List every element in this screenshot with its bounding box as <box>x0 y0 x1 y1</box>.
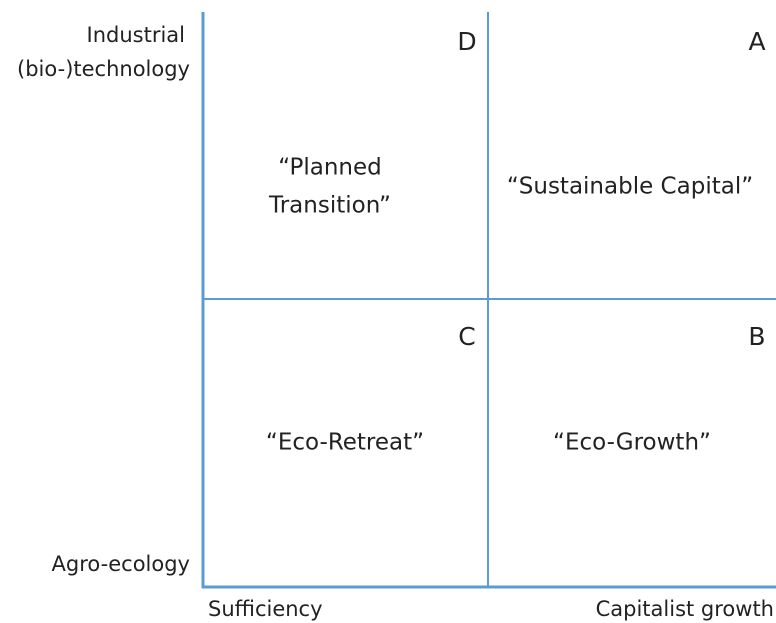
axis-label: (bio-)technology <box>17 57 190 81</box>
axis-label: Agro-ecology <box>52 552 190 576</box>
axis-label: Industrial <box>87 23 186 47</box>
quadrant-letter: D <box>457 27 476 56</box>
quadrant-letter: A <box>748 27 765 56</box>
quadrant-letter: B <box>748 322 765 351</box>
quadrant-label: “Sustainable Capital” <box>507 174 753 200</box>
axis-label: Sufficiency <box>208 597 323 621</box>
quadrant-label: “Planned <box>278 155 381 181</box>
axis-label: Capitalist growth <box>596 597 774 621</box>
quadrant-label: Transition” <box>268 193 391 219</box>
quadrant-label: “Eco-Retreat” <box>266 430 424 456</box>
quadrant-letter: C <box>458 322 475 351</box>
quadrant-label: “Eco-Growth” <box>553 430 711 456</box>
